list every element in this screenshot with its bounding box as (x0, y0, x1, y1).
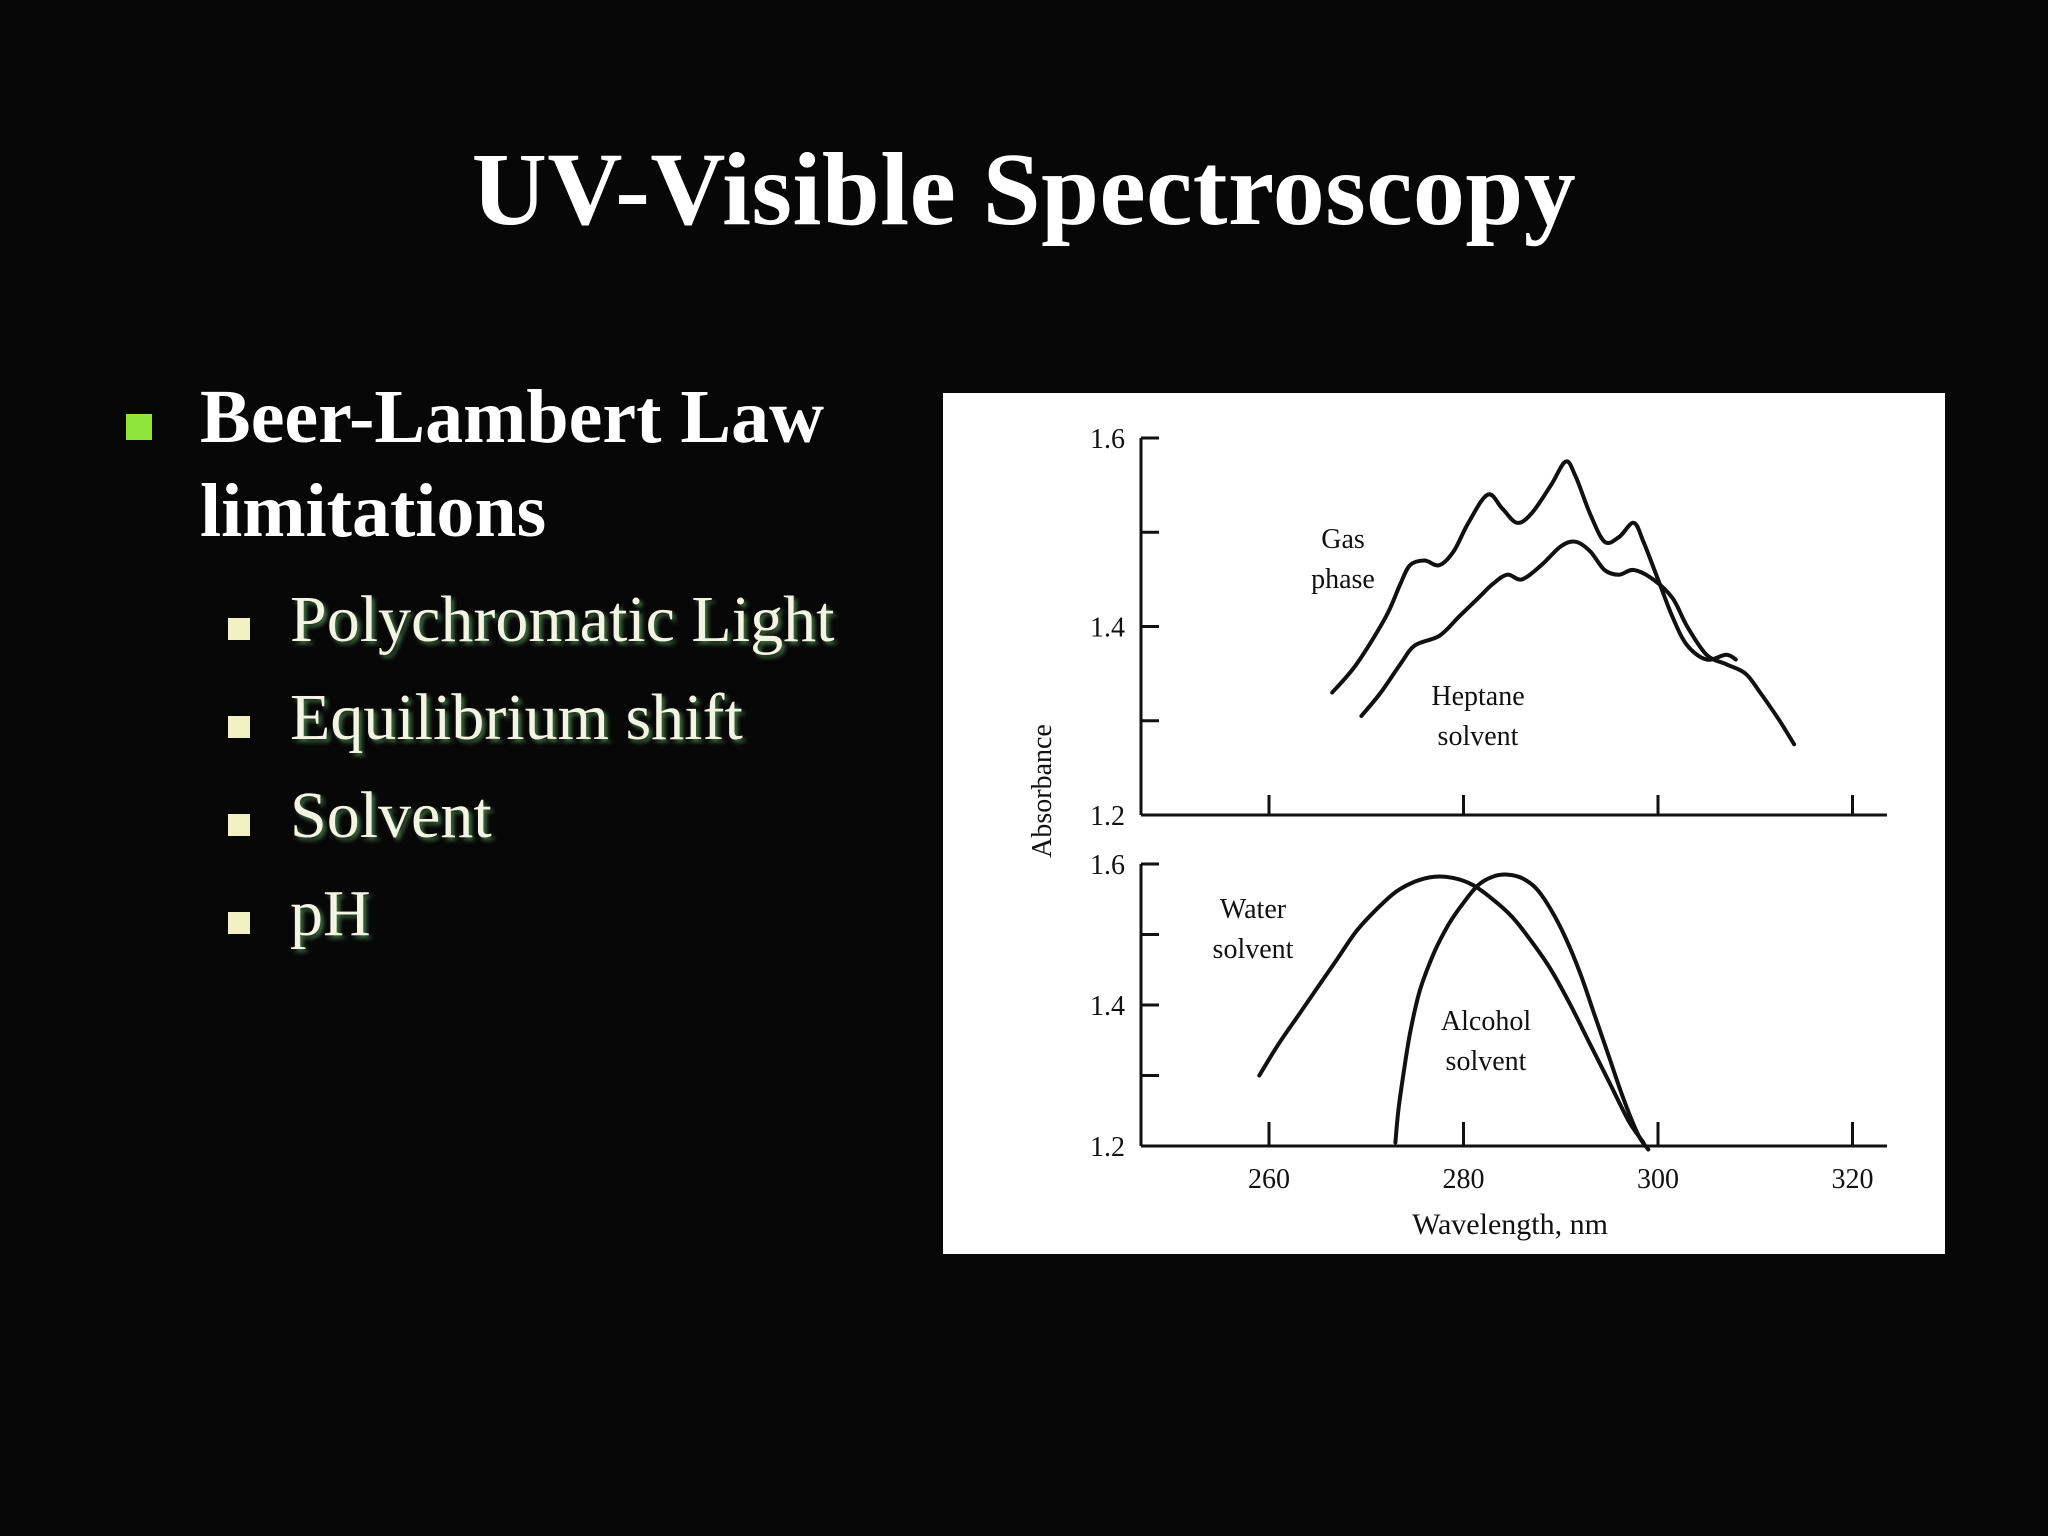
sub-bullet-text: Solvent (290, 779, 492, 852)
sub-bullet-marker (228, 618, 250, 640)
series-label: solvent (1446, 1046, 1527, 1077)
series-label: Heptane (1431, 681, 1524, 712)
y-tick-label: 1.6 (1090, 424, 1125, 455)
x-tick-label: 320 (1832, 1164, 1874, 1195)
sub-bullet-marker (228, 716, 250, 738)
sub-bullet-text: Equilibrium shift (290, 681, 743, 754)
series-label: solvent (1438, 721, 1519, 752)
x-tick-label: 280 (1443, 1164, 1485, 1195)
sub-bullet-item: Solvent (228, 776, 928, 874)
y-tick-label: 1.4 (1090, 991, 1125, 1022)
series-label: Alcohol (1441, 1006, 1531, 1037)
series-label: phase (1311, 564, 1375, 595)
sub-bullet-item: Equilibrium shift (228, 678, 928, 776)
absorbance-chart-svg: Absorbance Wavelength, nm 1.6 1.4 1.2 Gas ph… (1027, 424, 1887, 1241)
series-line-heptane-solvent (1359, 539, 1797, 747)
series-label: Gas (1321, 524, 1365, 555)
main-bullet-text: Beer-Lambert Law limitations (200, 375, 824, 553)
series-line-alcohol-solvent (1393, 872, 1651, 1152)
series-label: Water (1220, 894, 1287, 925)
main-bullet-marker (126, 414, 152, 440)
sub-bullet-item: pH (228, 874, 928, 972)
x-tick-label: 260 (1248, 1164, 1290, 1195)
x-tick-label: 300 (1637, 1164, 1679, 1195)
sub-bullet-text: Polychromatic Light (290, 583, 835, 656)
y-tick-label: 1.4 (1090, 613, 1125, 644)
series-line-gas-phase (1330, 459, 1738, 695)
sub-bullet-marker (228, 814, 250, 836)
y-tick-label: 1.6 (1090, 850, 1125, 881)
sub-bullet-text: pH (290, 877, 371, 950)
y-tick-label: 1.2 (1090, 801, 1125, 832)
series-label: solvent (1213, 934, 1294, 965)
absorbance-figure: Absorbance Wavelength, nm 1.6 1.4 1.2 Gas ph… (943, 393, 1945, 1254)
series-line-water-solvent (1257, 874, 1646, 1145)
sub-bullet-marker (228, 912, 250, 934)
x-axis-label: Wavelength, nm (1412, 1208, 1608, 1241)
sub-bullet-item: Polychromatic Light (228, 580, 928, 678)
y-tick-label: 1.2 (1090, 1132, 1125, 1163)
y-axis-label: Absorbance (1027, 724, 1058, 858)
sub-bullet-list: Polychromatic Light Equilibrium shift So… (228, 580, 928, 972)
slide-title: UV-Visible Spectroscopy (471, 132, 1577, 247)
